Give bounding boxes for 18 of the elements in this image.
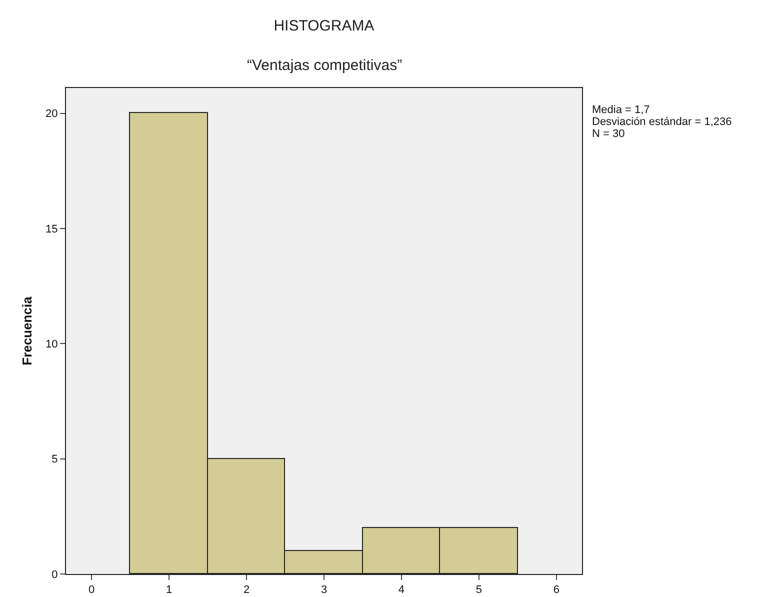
x-tick-label: 3: [320, 584, 328, 596]
y-axis-title: Frecuencia: [20, 296, 34, 366]
y-tick-label: 10: [46, 338, 58, 351]
text: Desviación estándar = 1,236: [592, 116, 732, 128]
y-tick-label: 5: [52, 454, 58, 466]
x-tick-label: 2: [243, 584, 250, 596]
text: Media = 1,7: [592, 104, 650, 116]
y-tick-label: 0: [52, 568, 58, 581]
x-tick-label: 0: [88, 584, 95, 596]
x-tick-label: 1: [166, 584, 172, 596]
y-tick-label: 15: [46, 223, 58, 236]
x-tick-label: 4: [398, 584, 405, 596]
x-tick-label: 5: [476, 584, 482, 596]
chart-subtitle: “Ventajas competitivas”: [247, 57, 402, 74]
y-tick-label: 20: [46, 108, 58, 120]
chart-title: HISTOGRAMA: [274, 18, 374, 34]
x-tick-label: 6: [553, 584, 560, 596]
text: N = 30: [592, 128, 625, 140]
